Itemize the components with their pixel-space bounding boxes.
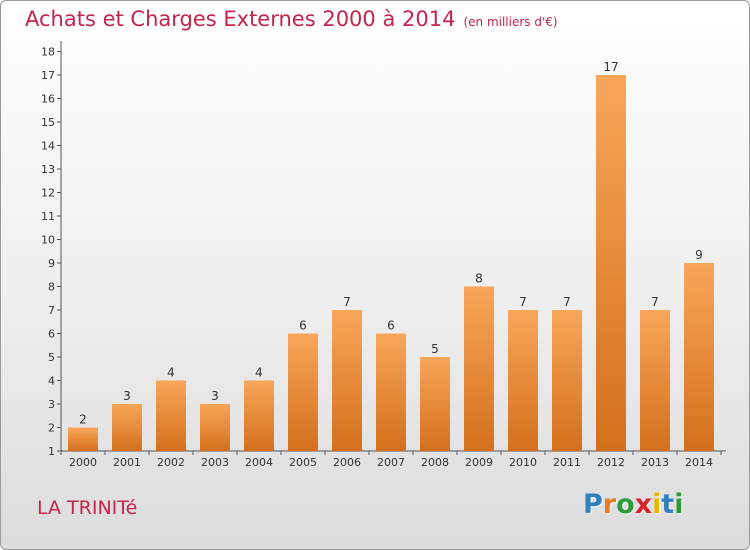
bar <box>464 286 494 451</box>
proxiti-logo: Proxiti <box>583 489 684 520</box>
y-tick-label: 6 <box>48 328 55 341</box>
x-tick-label: 2012 <box>597 456 625 469</box>
bar <box>552 310 582 451</box>
x-tick-label: 2008 <box>421 456 449 469</box>
x-tick-label: 2005 <box>289 456 317 469</box>
logo-letter: t <box>661 489 675 520</box>
y-tick-label: 12 <box>41 187 55 200</box>
x-tick-label: 2002 <box>157 456 185 469</box>
x-tick-label: 2006 <box>333 456 361 469</box>
data-label: 6 <box>299 319 307 333</box>
y-tick-label: 1 <box>48 445 55 458</box>
logo-letter: i <box>652 489 662 520</box>
y-tick-label: 17 <box>41 69 55 82</box>
logo-letter: o <box>616 489 635 520</box>
data-label: 2 <box>79 413 87 427</box>
y-tick-label: 18 <box>41 46 55 59</box>
data-label: 7 <box>343 295 351 309</box>
y-tick-label: 15 <box>41 116 55 129</box>
x-tick-label: 2014 <box>685 456 713 469</box>
x-tick-label: 2011 <box>553 456 581 469</box>
bar <box>596 75 626 451</box>
data-label: 4 <box>255 366 263 380</box>
y-tick-label: 10 <box>41 234 55 247</box>
y-tick-label: 2 <box>48 422 55 435</box>
data-label: 7 <box>563 295 571 309</box>
x-tick-label: 2003 <box>201 456 229 469</box>
bar <box>200 404 230 451</box>
bar <box>112 404 142 451</box>
bar <box>68 427 98 451</box>
logo-letter: r <box>602 489 617 520</box>
chart-title: Achats et Charges Externes 2000 à 2014 (e… <box>25 7 558 31</box>
logo-letter: x <box>634 489 653 520</box>
data-label: 6 <box>387 319 395 333</box>
bar <box>640 310 670 451</box>
bar <box>244 380 274 451</box>
x-tick-label: 2010 <box>509 456 537 469</box>
chart-title-text: Achats et Charges Externes 2000 à 2014 <box>25 7 456 31</box>
unit-note: (en milliers d'€) <box>463 15 558 29</box>
logo-letter: i <box>674 489 684 520</box>
bar <box>376 333 406 451</box>
y-tick-label: 11 <box>41 210 55 223</box>
data-label: 9 <box>695 248 703 262</box>
y-tick-label: 8 <box>48 281 55 294</box>
data-label: 4 <box>167 366 175 380</box>
bar <box>420 357 450 451</box>
bar <box>508 310 538 451</box>
y-tick-label: 16 <box>41 93 55 106</box>
data-label: 5 <box>431 342 439 356</box>
y-tick-label: 3 <box>48 398 55 411</box>
x-tick-label: 2009 <box>465 456 493 469</box>
data-label: 3 <box>123 389 131 403</box>
y-tick-label: 4 <box>48 375 55 388</box>
y-tick-label: 7 <box>48 304 55 317</box>
x-tick-label: 2013 <box>641 456 669 469</box>
y-tick-label: 5 <box>48 351 55 364</box>
place-name: LA TRINITé <box>37 497 138 519</box>
bar <box>684 263 714 451</box>
x-tick-label: 2007 <box>377 456 405 469</box>
bar <box>156 380 186 451</box>
data-label: 17 <box>603 60 618 74</box>
logo-letter: P <box>583 489 603 520</box>
x-tick-label: 2004 <box>245 456 273 469</box>
y-tick-label: 9 <box>48 257 55 270</box>
data-label: 7 <box>519 295 527 309</box>
data-label: 3 <box>211 389 219 403</box>
bar <box>288 333 318 451</box>
x-tick-label: 2000 <box>69 456 97 469</box>
data-label: 7 <box>651 295 659 309</box>
bar <box>332 310 362 451</box>
data-label: 8 <box>475 272 483 286</box>
y-tick-label: 13 <box>41 163 55 176</box>
y-tick-label: 14 <box>41 140 55 153</box>
x-tick-label: 2001 <box>113 456 141 469</box>
